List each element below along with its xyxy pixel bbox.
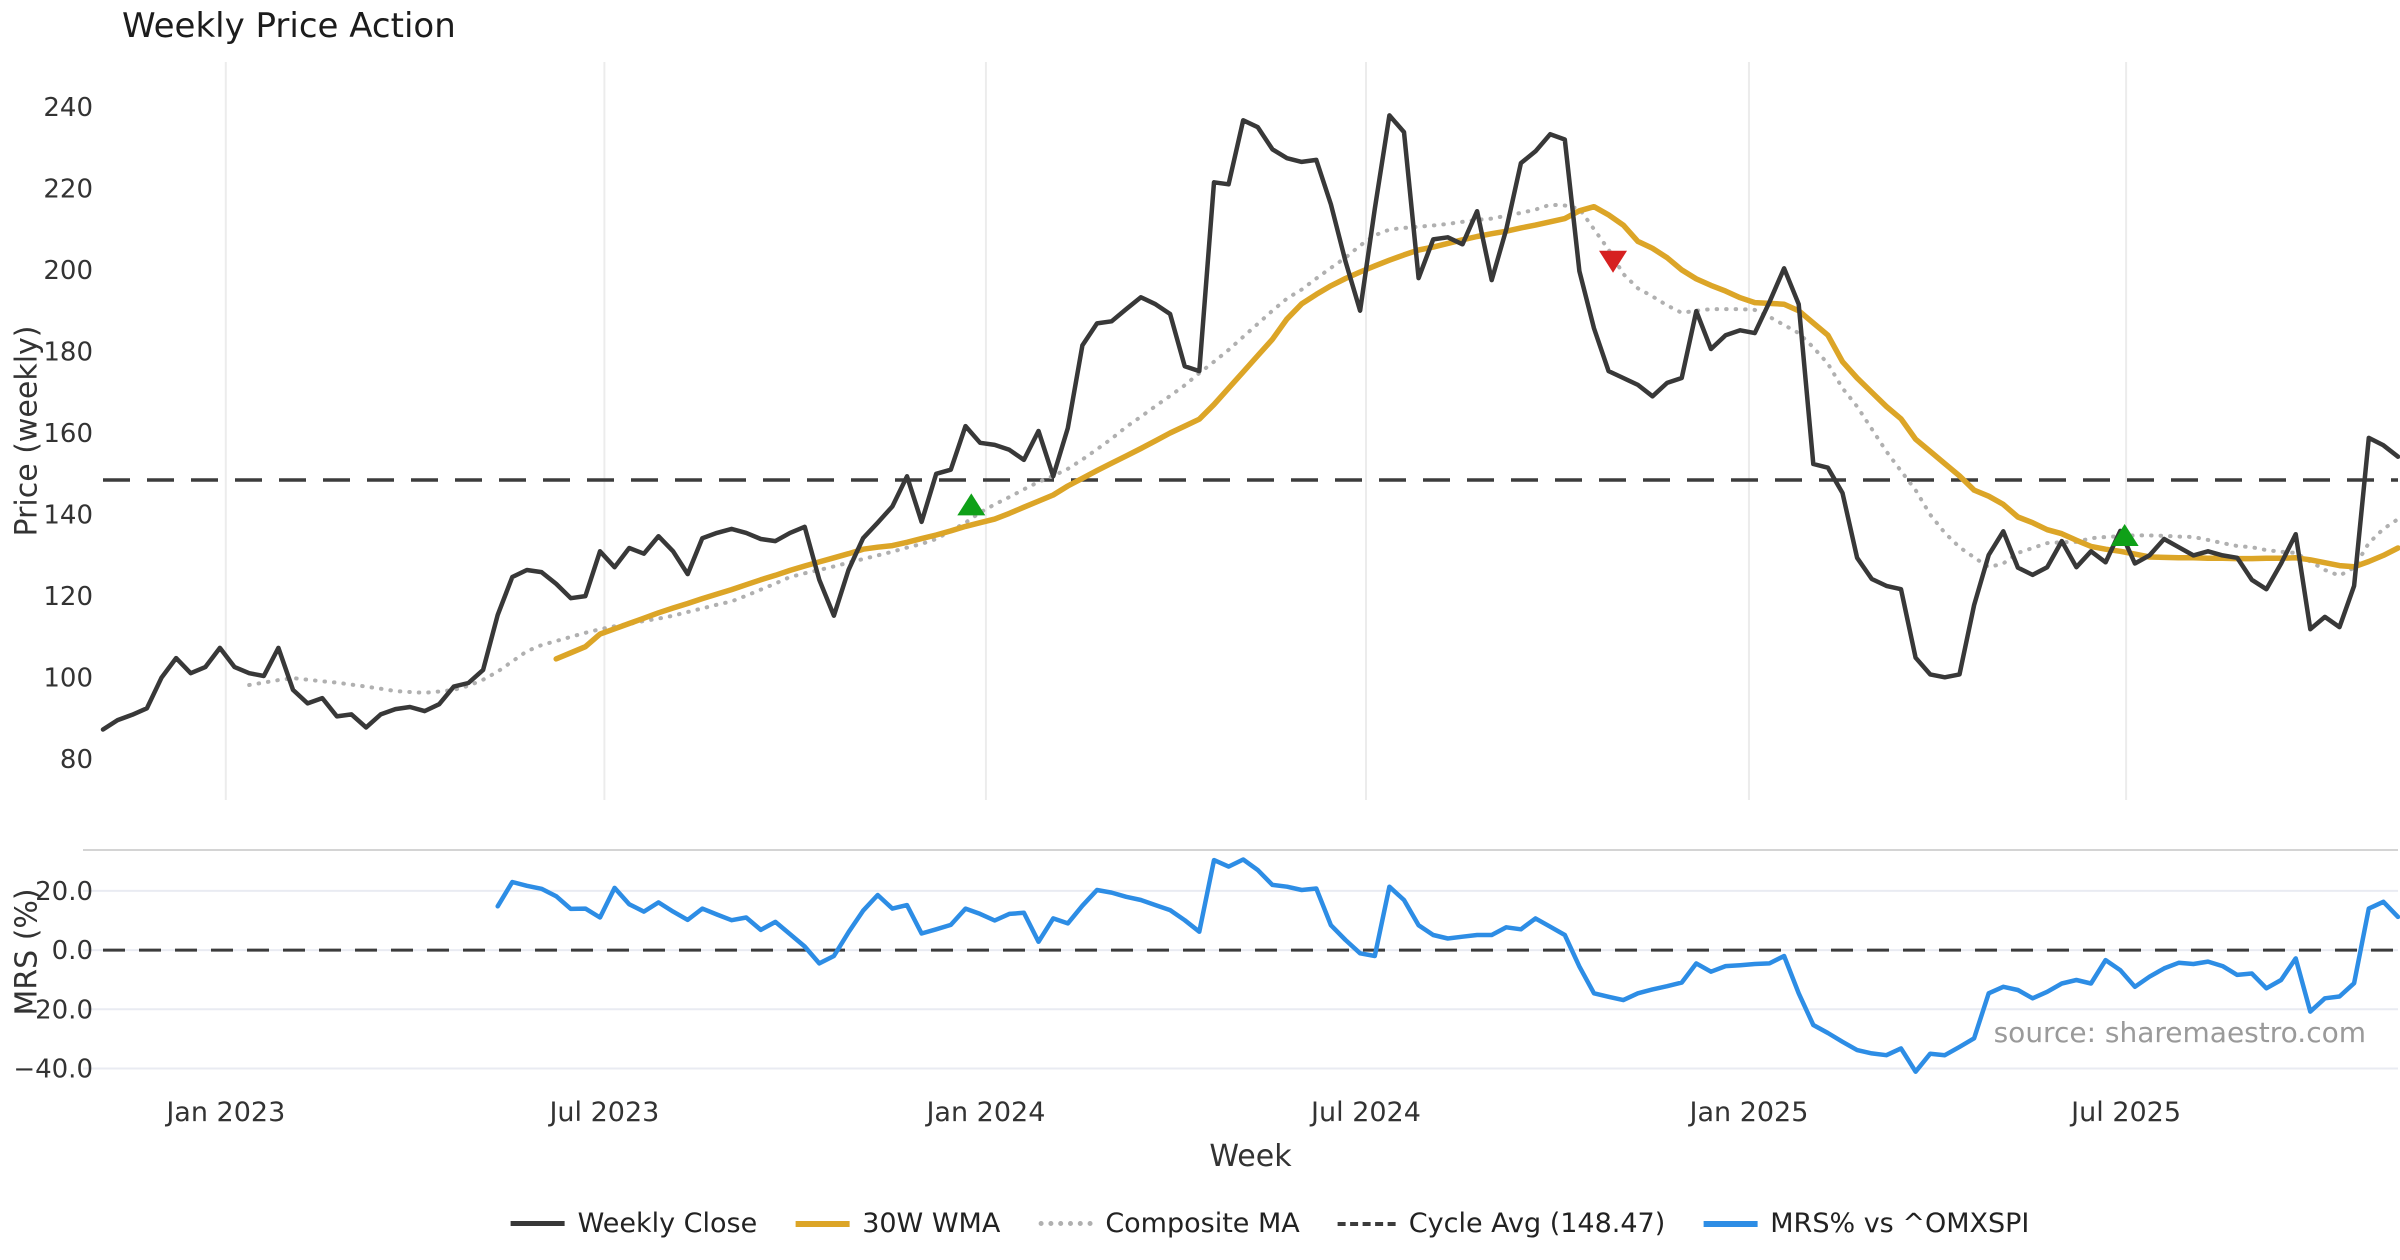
legend-label: Weekly Close	[577, 1208, 758, 1239]
buy-signal-marker	[2110, 524, 2139, 547]
mrs-ytick-label: 0.0	[52, 936, 93, 966]
xtick-label: Jul 2024	[1309, 1097, 1421, 1128]
price-ytick-label: 140	[43, 501, 93, 531]
price-ytick-label: 80	[60, 745, 93, 775]
xtick-label: Jul 2025	[2069, 1097, 2181, 1128]
composite-ma-line	[247, 202, 2400, 695]
wma-line	[553, 203, 2400, 662]
sell-signal-marker	[1599, 250, 1628, 273]
mrs-ytick-label: −40.0	[13, 1054, 93, 1084]
mrs-line	[495, 857, 2400, 1074]
xtick-label: Jan 2024	[924, 1097, 1045, 1128]
x-axis-label: Week	[1209, 1139, 1292, 1174]
legend-label: Composite MA	[1105, 1208, 1300, 1239]
legend-label: MRS% vs ^OMXSPI	[1770, 1208, 2030, 1239]
cycle-avg-line-swatch	[1337, 1221, 1396, 1226]
legend-item-30w-wma: 30W WMA	[795, 1208, 1000, 1239]
price-panel-series	[100, 113, 2400, 732]
mrs-line-swatch	[1703, 1220, 1758, 1227]
wma-line-swatch	[795, 1220, 850, 1227]
price-ytick-label: 180	[43, 337, 93, 367]
mrs-axis-label: MRS (%)	[9, 888, 45, 1016]
price-ytick-label: 240	[43, 93, 93, 123]
legend-item-cycle-avg: Cycle Avg (148.47)	[1337, 1208, 1666, 1239]
legend: Weekly Close 30W WMA Composite MA Cycle …	[510, 1208, 2029, 1239]
legend-item-weekly-close: Weekly Close	[510, 1208, 758, 1239]
legend-label: Cycle Avg (148.47)	[1408, 1208, 1666, 1239]
legend-label: 30W WMA	[862, 1208, 1001, 1239]
xtick-label: Jan 2023	[164, 1097, 285, 1128]
source-note: source: sharemaestro.com	[1993, 1016, 2366, 1049]
composite-ma-line-swatch	[1038, 1221, 1093, 1226]
price-panel-gridlines	[224, 62, 2128, 800]
price-ytick-label: 100	[43, 664, 93, 694]
axis-tick-labels: 240 220 200 180 160 140 120 100 80 20.0 0.0 −20.0 −4…	[13, 93, 2181, 1174]
mrs-panel-series	[103, 857, 2400, 1074]
legend-item-composite-ma: Composite MA	[1038, 1208, 1300, 1239]
weekly-close-line	[100, 113, 2400, 732]
mrs-ytick-label: 20.0	[35, 877, 93, 907]
price-ytick-label: 200	[43, 256, 93, 286]
signal-markers	[957, 250, 2139, 547]
mrs-ytick-label: −20.0	[13, 995, 93, 1025]
price-axis-label: Price (weekly)	[9, 325, 45, 537]
xtick-label: Jul 2023	[547, 1097, 659, 1128]
page-title: Weekly Price Action	[122, 6, 456, 46]
buy-signal-marker	[957, 493, 986, 516]
weekly-close-line-swatch	[510, 1221, 565, 1226]
price-ytick-label: 160	[43, 419, 93, 449]
xtick-label: Jan 2025	[1688, 1097, 1809, 1128]
price-ytick-label: 120	[43, 582, 93, 612]
legend-item-mrs: MRS% vs ^OMXSPI	[1703, 1208, 2029, 1239]
price-ytick-label: 220	[43, 174, 93, 204]
